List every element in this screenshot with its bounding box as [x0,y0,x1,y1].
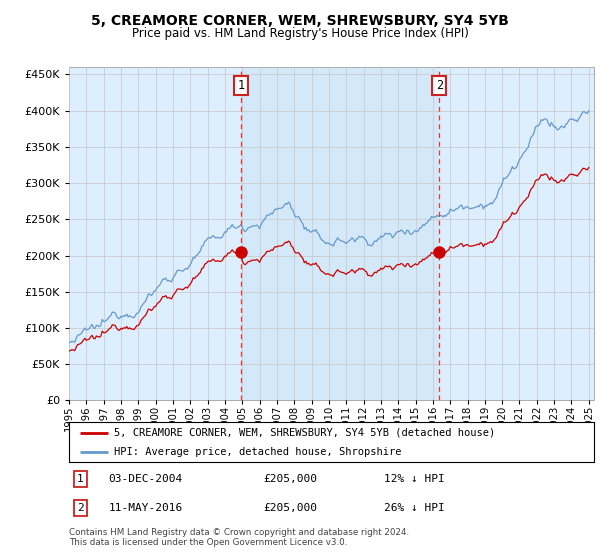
Text: Price paid vs. HM Land Registry's House Price Index (HPI): Price paid vs. HM Land Registry's House … [131,27,469,40]
Text: 1: 1 [77,474,84,484]
Text: 03-DEC-2004: 03-DEC-2004 [109,474,182,484]
Text: 11-MAY-2016: 11-MAY-2016 [109,503,182,513]
Text: 5, CREAMORE CORNER, WEM, SHREWSBURY, SY4 5YB (detached house): 5, CREAMORE CORNER, WEM, SHREWSBURY, SY4… [113,428,495,437]
Bar [241,67,439,400]
Text: 1: 1 [238,79,244,92]
Text: 2: 2 [436,79,443,92]
Text: £205,000: £205,000 [263,474,317,484]
Text: 5, CREAMORE CORNER, WEM, SHREWSBURY, SY4 5YB: 5, CREAMORE CORNER, WEM, SHREWSBURY, SY4… [91,14,509,28]
Text: 26% ↓ HPI: 26% ↓ HPI [384,503,445,513]
Text: 12% ↓ HPI: 12% ↓ HPI [384,474,445,484]
Text: HPI: Average price, detached house, Shropshire: HPI: Average price, detached house, Shro… [113,447,401,457]
Text: Contains HM Land Registry data © Crown copyright and database right 2024.
This d: Contains HM Land Registry data © Crown c… [69,528,409,547]
Text: £205,000: £205,000 [263,503,317,513]
Text: 2: 2 [77,503,84,513]
